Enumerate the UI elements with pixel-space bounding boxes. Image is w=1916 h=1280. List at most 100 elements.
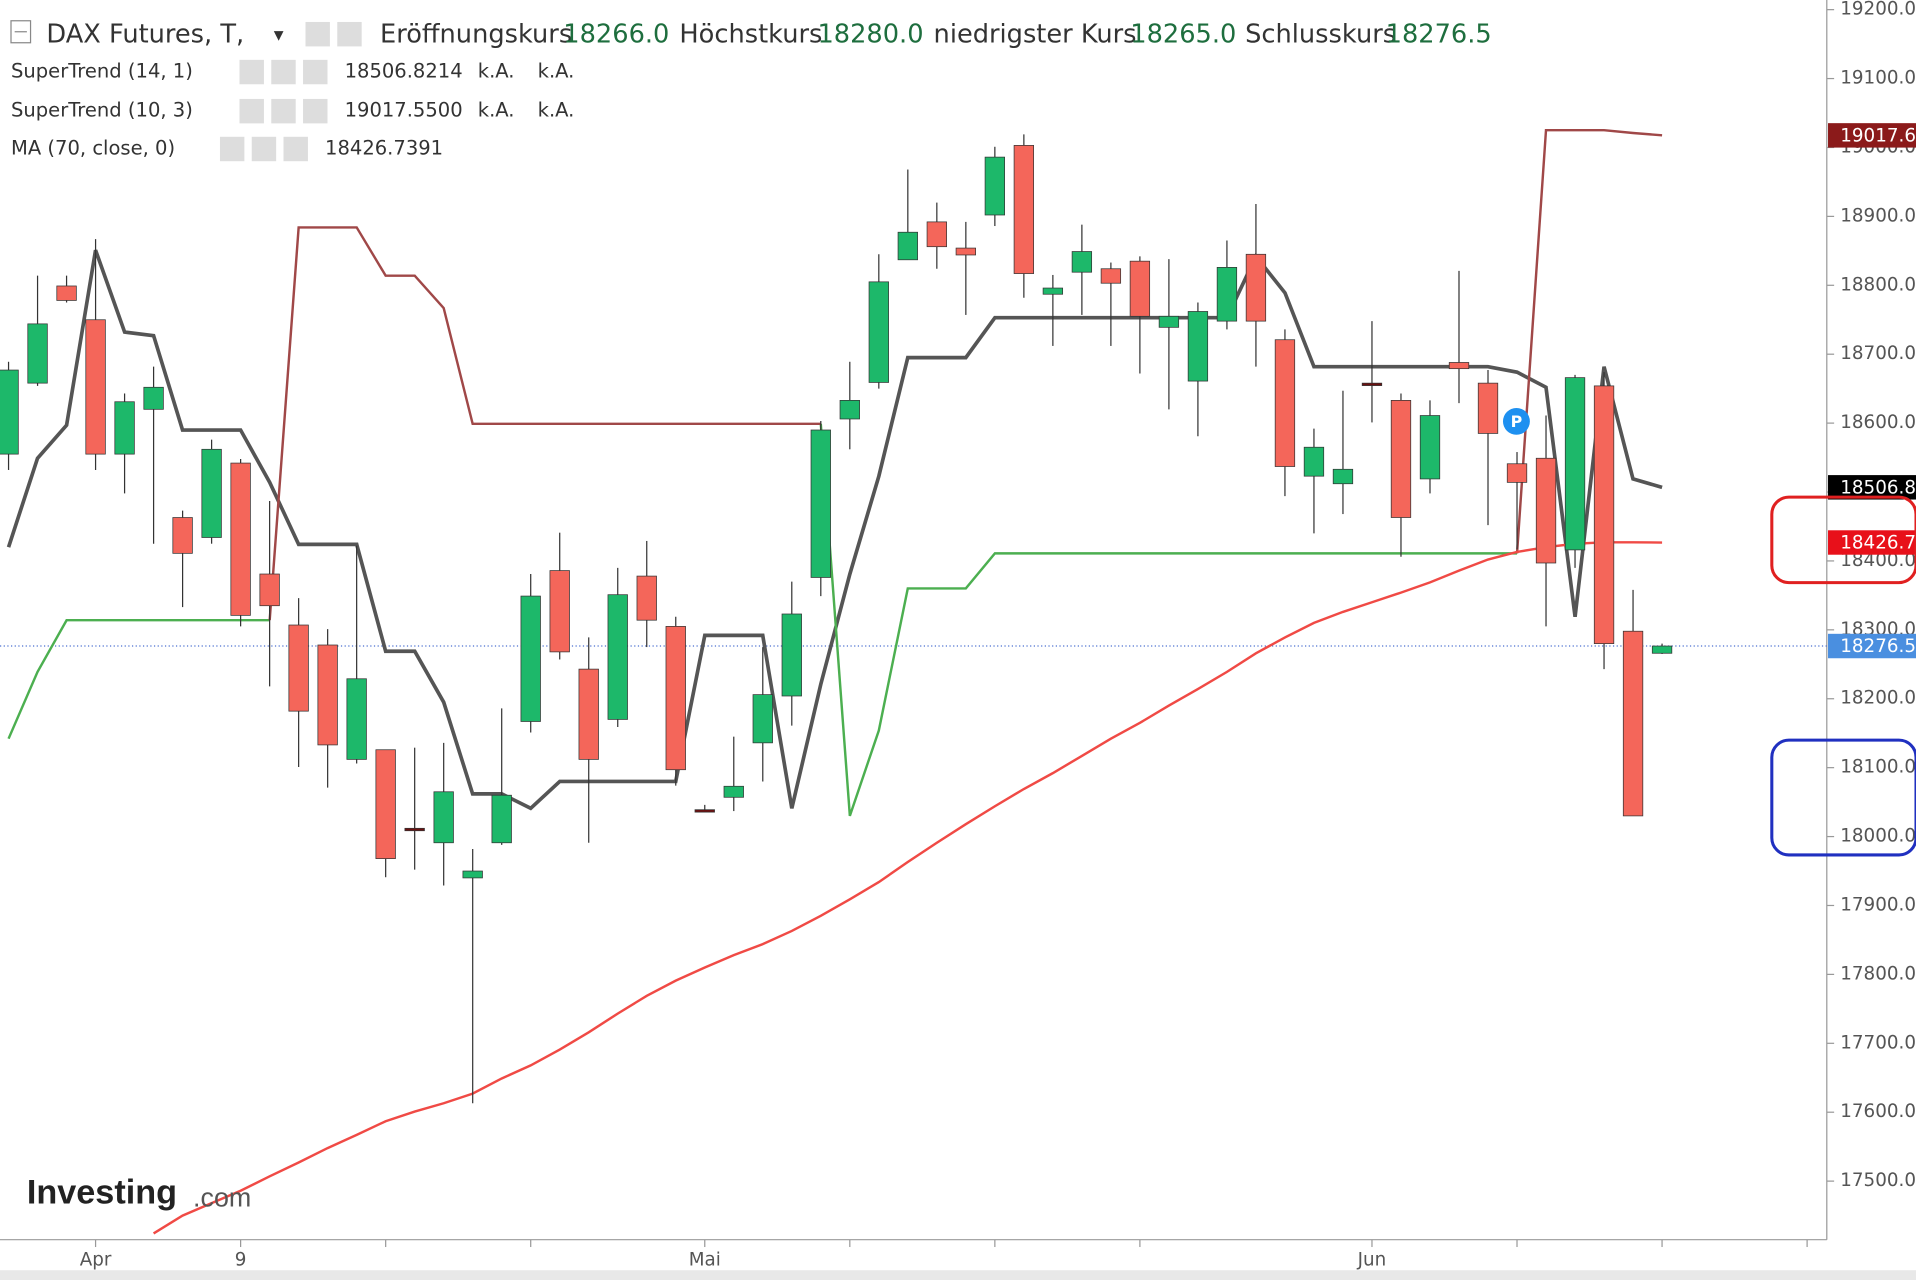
indicator-extra: k.A.: [478, 60, 515, 83]
candle-body: [1158, 315, 1180, 328]
candle-body: [607, 594, 628, 720]
icon[interactable]: [251, 136, 277, 162]
candle-body: [85, 319, 106, 455]
candle-body: [1390, 400, 1412, 518]
candle-body: [723, 785, 744, 798]
candle-body: [491, 794, 512, 844]
y-tick-label: 17700.0: [1840, 1032, 1916, 1053]
logo-suffix: .com: [193, 1182, 251, 1212]
candle-body: [694, 809, 715, 813]
price-badge: [1828, 530, 1916, 555]
y-tick-label: 18700.0: [1840, 343, 1916, 364]
icon[interactable]: [303, 98, 328, 124]
field-value: 18265.0: [1130, 19, 1236, 49]
candle-body: [404, 827, 425, 832]
field-label: Schlusskurs: [1245, 19, 1396, 49]
indicator-extra: k.A.: [478, 99, 515, 122]
icon[interactable]: [271, 59, 296, 85]
x-tick-label: Mai: [689, 1249, 721, 1270]
bottom-strip: [0, 1270, 1916, 1280]
icon[interactable]: [305, 21, 330, 47]
price-badge-label: 18506.8: [1840, 478, 1916, 499]
candle-body: [1593, 385, 1615, 644]
indicator-value: 18506.8214: [345, 60, 463, 83]
dropdown[interactable]: ▾: [274, 23, 284, 46]
candle-body: [1622, 630, 1644, 817]
field-value: 18266.0: [563, 19, 669, 49]
y-tick-label: 18600.0: [1840, 412, 1916, 433]
icon[interactable]: [337, 21, 362, 47]
highlight-box: [1770, 738, 1916, 857]
candle-body: [201, 448, 222, 538]
y-tick-label: 17900.0: [1840, 894, 1916, 915]
candle-body: [1332, 468, 1354, 485]
price-badge: [1828, 123, 1916, 148]
y-tick-label: 17800.0: [1840, 963, 1916, 984]
candle-body: [172, 517, 193, 554]
y-tick-label: 19200.0: [1840, 0, 1916, 20]
x-tick-label: Apr: [80, 1249, 112, 1270]
candle-body: [1013, 145, 1035, 274]
candle-body: [1651, 645, 1673, 654]
y-tick-label: 18400.0: [1840, 550, 1916, 571]
indicator-name: MA (70, close, 0): [11, 137, 175, 160]
y-tick-label: 18000.0: [1840, 826, 1916, 847]
candle-body: [346, 678, 367, 760]
price-badge: [1828, 475, 1916, 500]
candle-body: [1216, 267, 1238, 322]
y-tick-label: 18900.0: [1840, 205, 1916, 226]
chart-title: DAX Futures, T,: [46, 19, 244, 49]
candle-body: [143, 386, 164, 410]
icon[interactable]: [271, 98, 296, 124]
price-badge-label: 18426.7: [1840, 533, 1916, 554]
icon[interactable]: [219, 136, 245, 162]
candle-body: [1564, 377, 1586, 551]
y-tick-label: 17600.0: [1840, 1101, 1916, 1122]
price-badge: [1828, 633, 1916, 659]
candle-body: [1419, 415, 1441, 480]
candle-body: [1448, 362, 1470, 370]
field-label: niedrigster Kurs: [934, 19, 1137, 49]
candle-body: [1361, 382, 1383, 386]
field-value: 18276.5: [1386, 19, 1492, 49]
candle-body: [636, 575, 657, 621]
indicator-value: 19017.5500: [345, 99, 463, 122]
icon[interactable]: [303, 59, 328, 85]
indicator-extra: k.A.: [538, 60, 575, 83]
candle-body: [955, 247, 976, 256]
candle-body: [810, 429, 831, 578]
icon[interactable]: [239, 98, 264, 124]
highlight-box: [1770, 495, 1916, 585]
marker-p-label: P: [1511, 412, 1523, 431]
candle-body: [868, 281, 889, 383]
axis: 17500.0 17600.0 17700.0 17800.0 17900.0 18000…: [80, 0, 1916, 1270]
candle-body: [1303, 446, 1325, 477]
candle-body: [578, 668, 599, 760]
candle-body: [1100, 268, 1122, 284]
y-tick-label: 17500.0: [1840, 1170, 1916, 1191]
candle-body: [114, 401, 135, 455]
candle-body: [1535, 457, 1557, 564]
indicator-legend: SuperTrend (14, 1) 18506.8214 k.A. k.A. Supe…: [11, 60, 574, 162]
x-tick-label: 9: [235, 1249, 247, 1270]
indicator-line: [268, 128, 1663, 621]
icon[interactable]: [283, 136, 308, 162]
indicator-name: SuperTrend (10, 3): [11, 99, 193, 122]
x-tick-label: Jun: [1357, 1249, 1387, 1270]
candle-body: [0, 369, 19, 455]
candle-body: [230, 462, 251, 616]
plot: [0, 128, 1827, 1235]
candle-body: [984, 156, 1005, 216]
candle-body: [462, 870, 483, 879]
candle-body: [1187, 311, 1209, 382]
icon[interactable]: [239, 59, 264, 85]
price-badge-label: 19017.6: [1840, 126, 1916, 147]
candle-body: [897, 231, 918, 261]
indicator-line: [152, 541, 1663, 1235]
candle-body: [839, 400, 860, 420]
candle-body: [1506, 463, 1528, 483]
candle-body: [1274, 339, 1296, 467]
field-label: Eröffnungskurs: [380, 19, 572, 49]
field-label: Höchstkurs: [679, 19, 822, 49]
